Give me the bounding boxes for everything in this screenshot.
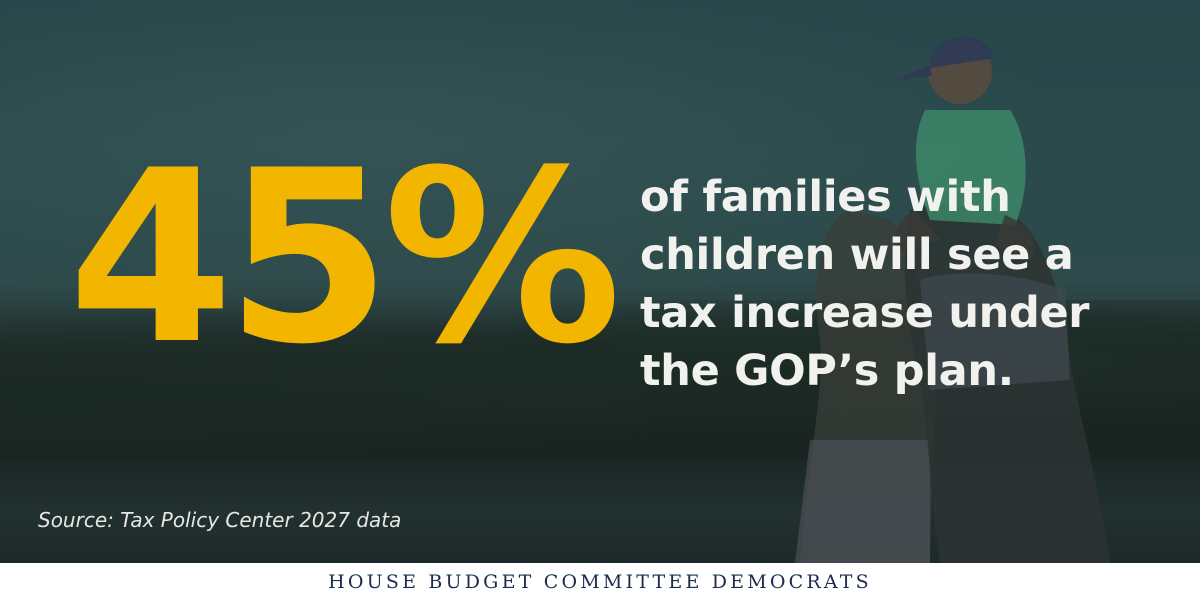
- child-legs: [895, 210, 1034, 260]
- headline-line: tax increase under: [640, 288, 1090, 338]
- adult-left-dress: [795, 440, 930, 563]
- headline-line: children will see a: [640, 230, 1074, 280]
- source-citation: Source: Tax Policy Center 2027 data: [38, 508, 402, 532]
- headline-stat-percent: 45%: [68, 120, 622, 397]
- background-photo: [0, 0, 1200, 563]
- family-silhouette-image: [795, 36, 1110, 563]
- child-body: [915, 110, 1026, 225]
- headline-line: of families with: [640, 172, 1011, 222]
- child-cap: [895, 36, 995, 80]
- headline-text: of families with children will see a tax…: [640, 168, 1160, 400]
- organization-name: HOUSE BUDGET COMMITTEE DEMOCRATS: [328, 570, 872, 593]
- headline-line: the GOP’s plan.: [640, 346, 1014, 396]
- adult-right-shirt: [920, 273, 1070, 390]
- footer-bar: HOUSE BUDGET COMMITTEE DEMOCRATS: [0, 563, 1200, 600]
